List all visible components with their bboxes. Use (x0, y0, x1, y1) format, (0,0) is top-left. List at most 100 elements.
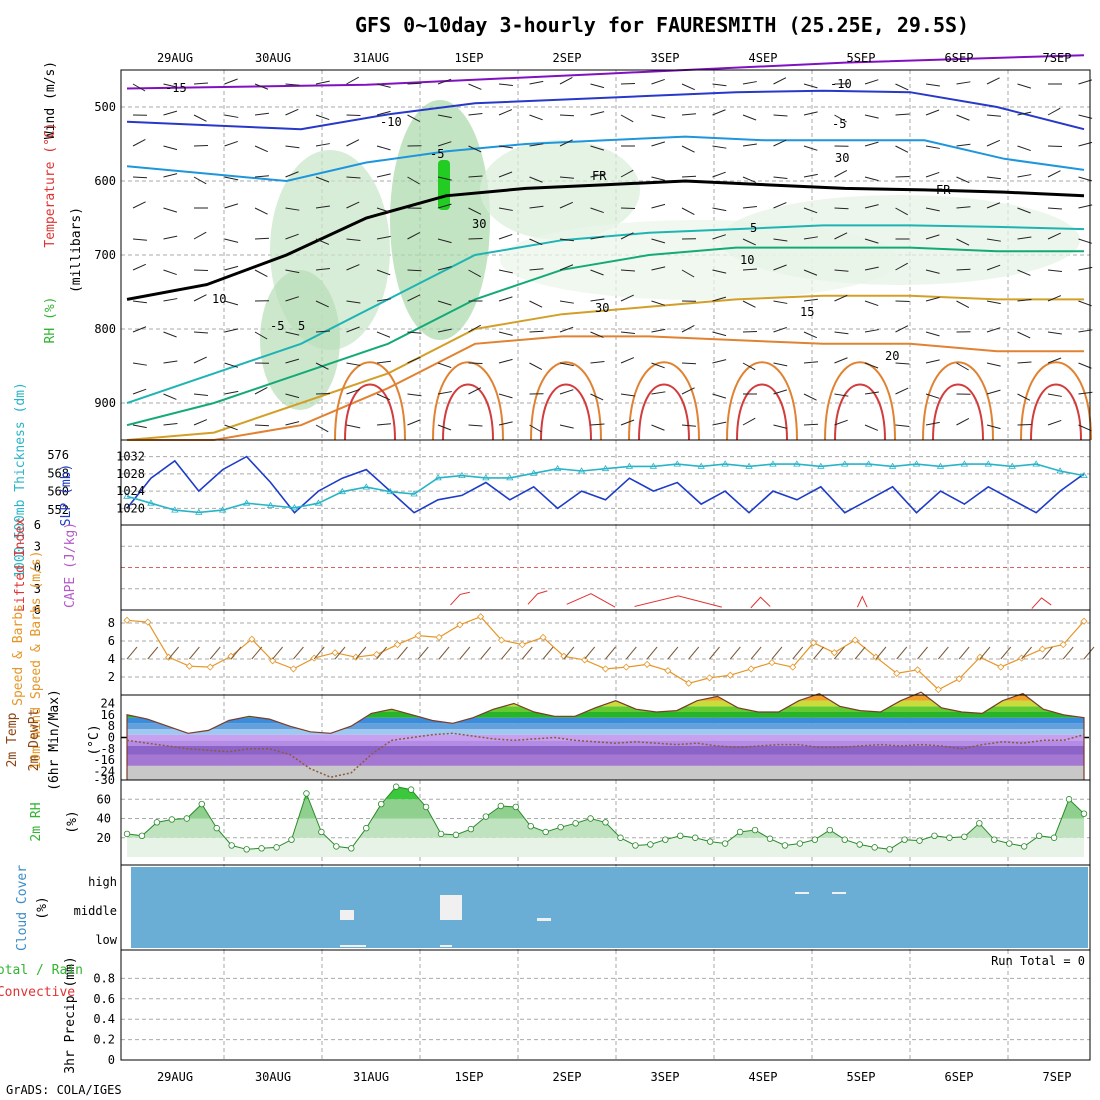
wind-speed-point (893, 669, 901, 677)
wind-barb (925, 83, 940, 87)
wind-barb (132, 83, 146, 92)
precip-total-label: Total / Rain (0, 963, 83, 978)
isotherm-loop (540, 383, 592, 441)
precip-tick-label: 0.6 (93, 992, 115, 1006)
thickness-point (912, 460, 921, 467)
wind-speed-point (768, 659, 776, 667)
wind-tick-label: 2 (108, 670, 115, 684)
wind-barb (315, 143, 330, 147)
rh-point (1020, 843, 1028, 850)
thickness-point (314, 499, 323, 506)
wind-barb (163, 83, 178, 88)
surface-wind-barb (1021, 646, 1032, 660)
slp-tick-label: 1024 (116, 484, 145, 498)
wind-barb (468, 269, 481, 278)
slp-tick-label: 1028 (116, 467, 145, 481)
wind-barb (224, 176, 239, 181)
wind-barb (529, 300, 543, 308)
wind-barb (1017, 393, 1031, 401)
wind-barb (986, 327, 1001, 333)
surface-wind-barb (625, 646, 637, 660)
temp-tick-label: -16 (93, 753, 115, 767)
wind-barb (1047, 295, 1062, 302)
isotherm--10 (126, 89, 1085, 131)
isotherm-loop-outer (530, 361, 602, 441)
wind-barb (590, 207, 604, 214)
wind-barb (498, 331, 513, 336)
rh-point (407, 786, 415, 793)
surface-wind-barb (813, 646, 824, 660)
wind-speed-point (435, 633, 443, 641)
wind-barb (742, 268, 758, 271)
temp-2m-line (126, 691, 1085, 780)
rh-point (736, 828, 744, 836)
wind-barb (468, 424, 483, 427)
rh-point (721, 840, 729, 847)
wind-barb (498, 83, 513, 86)
wind-barb (986, 389, 1001, 395)
wind-barb (986, 300, 1001, 305)
wind-speed-line (126, 615, 1085, 691)
upper-panel-ylabel: Temperature (°C) (43, 122, 58, 247)
thickness-point (864, 460, 873, 467)
wind-barb (498, 421, 513, 426)
wind-barb (1047, 232, 1061, 240)
wind-barb (712, 331, 727, 337)
wind-barb (925, 296, 940, 302)
wind-barb (193, 176, 207, 185)
wind-barb (803, 83, 818, 89)
surface-wind-barb (251, 646, 263, 660)
wind-barb (285, 207, 300, 211)
wind-barb (864, 300, 879, 307)
isotherm-loop (736, 383, 788, 441)
wind-barb (681, 145, 695, 153)
wind-barb (315, 268, 330, 271)
wind-barb (346, 176, 361, 179)
wind-speed-point (456, 621, 464, 629)
wind-barb (834, 419, 848, 426)
wind-barb (925, 393, 940, 399)
thickness-point (410, 490, 418, 497)
surface-wind-barb (896, 646, 908, 660)
wind-barb (773, 326, 787, 333)
surface-wind-barb (937, 646, 949, 660)
wind-barb (163, 331, 177, 338)
wind-speed-point (664, 667, 672, 675)
contour-label: -5 (832, 117, 846, 131)
wind-barb (956, 176, 970, 184)
rh-point (961, 833, 968, 840)
wind-barb (254, 386, 268, 395)
cloud-cell (340, 910, 354, 920)
wind-barb (315, 238, 330, 245)
isotherm-loop (1030, 383, 1082, 441)
day-label-top: 31AUG (353, 51, 389, 65)
day-label-bottom: 7SEP (1043, 1070, 1072, 1084)
wind-barb (742, 176, 757, 183)
wind-barb (254, 331, 268, 340)
thickness-point (458, 471, 466, 478)
wind-barb (224, 140, 238, 147)
wind-barb (651, 362, 665, 369)
surface-wind-barb (584, 646, 596, 660)
wind-barb (620, 357, 635, 364)
wind-barb (346, 300, 361, 304)
wind-speed-point (830, 649, 838, 657)
thickness-point (960, 460, 969, 467)
wind-barb (315, 205, 330, 209)
surface-wind-barb (875, 646, 887, 660)
rh-point (542, 828, 549, 836)
isotherm-loop-outer (432, 361, 504, 441)
wind-barb (529, 80, 544, 85)
slp-tick-label: 1032 (116, 450, 145, 464)
rh-point (751, 826, 759, 834)
thickness-point (266, 501, 275, 508)
rh-shading (480, 140, 640, 240)
thickness-point (218, 506, 227, 513)
wind-barb (1047, 107, 1061, 116)
isotherm-loop (442, 383, 494, 441)
wind-barb (864, 204, 879, 209)
rh-point (1006, 840, 1013, 847)
surface-wind-barb (688, 646, 700, 660)
surface-wind-barb (542, 646, 554, 660)
wind-barb (407, 176, 420, 185)
